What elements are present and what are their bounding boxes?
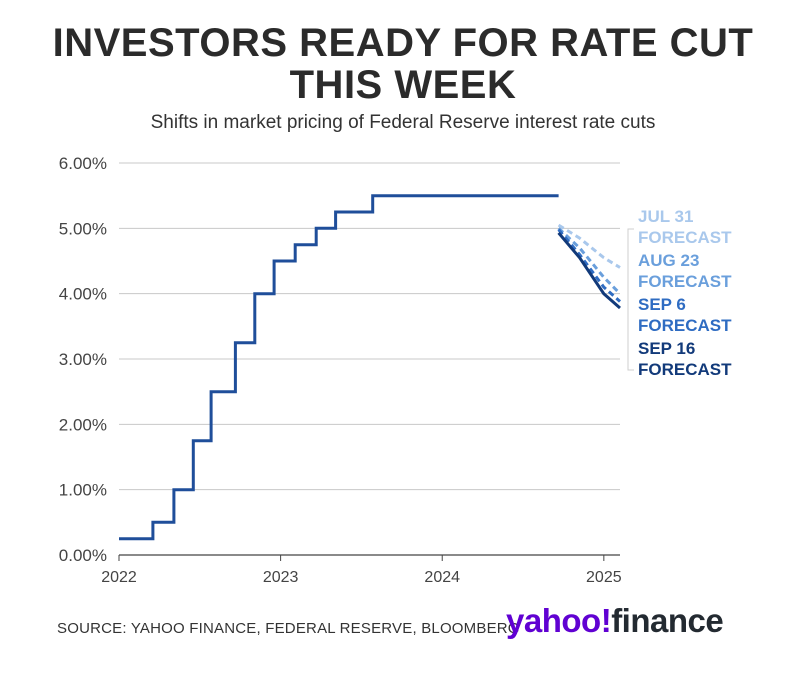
legend-sep6-date: SEP 6	[638, 295, 686, 314]
y-tick-label: 2.00%	[59, 415, 107, 434]
chart-title: INVESTORS READY FOR RATE CUT THIS WEEK	[0, 22, 806, 106]
y-tick-label: 5.00%	[59, 219, 107, 238]
legend-sep16-label: FORECAST	[638, 360, 732, 379]
yahoo-finance-logo: yahoo!finance	[506, 602, 724, 640]
legend-bracket	[627, 228, 634, 371]
source-note: SOURCE: YAHOO FINANCE, FEDERAL RESERVE, …	[57, 620, 520, 637]
logo-yahoo: yahoo	[506, 602, 601, 639]
legend-aug23-label: FORECAST	[638, 272, 732, 291]
legend-sep16-date: SEP 16	[638, 339, 695, 358]
sep16-forecast-line	[557, 231, 621, 310]
legend-jul31-label: FORECAST	[638, 228, 732, 247]
legend-jul31-date: JUL 31	[638, 207, 693, 226]
y-tick-label: 3.00%	[59, 350, 107, 369]
logo-exclaim: !	[600, 602, 612, 639]
fed-funds-rate-line	[119, 194, 559, 541]
x-tick-label: 2025	[586, 569, 622, 586]
y-tick-label: 1.00%	[59, 481, 107, 500]
logo-finance: finance	[611, 602, 724, 639]
title-line-2: THIS WEEK	[289, 63, 517, 107]
y-tick-label: 4.00%	[59, 285, 107, 304]
title-line-1: INVESTORS READY FOR RATE CUT	[52, 21, 754, 65]
legend-aug23-date: AUG 23	[638, 251, 699, 270]
chart-subtitle: Shifts in market pricing of Federal Rese…	[150, 112, 656, 133]
aug23-forecast-line	[557, 227, 622, 295]
x-tick-label: 2023	[263, 569, 299, 586]
jul31-forecast-line	[557, 223, 621, 269]
legend-sep6-label: FORECAST	[638, 316, 732, 335]
y-tick-label: 6.00%	[59, 154, 107, 173]
y-tick-label: 0.00%	[59, 546, 107, 565]
x-tick-label: 2022	[101, 569, 137, 586]
x-tick-label: 2024	[424, 569, 460, 586]
sep6-forecast-line	[557, 228, 621, 303]
